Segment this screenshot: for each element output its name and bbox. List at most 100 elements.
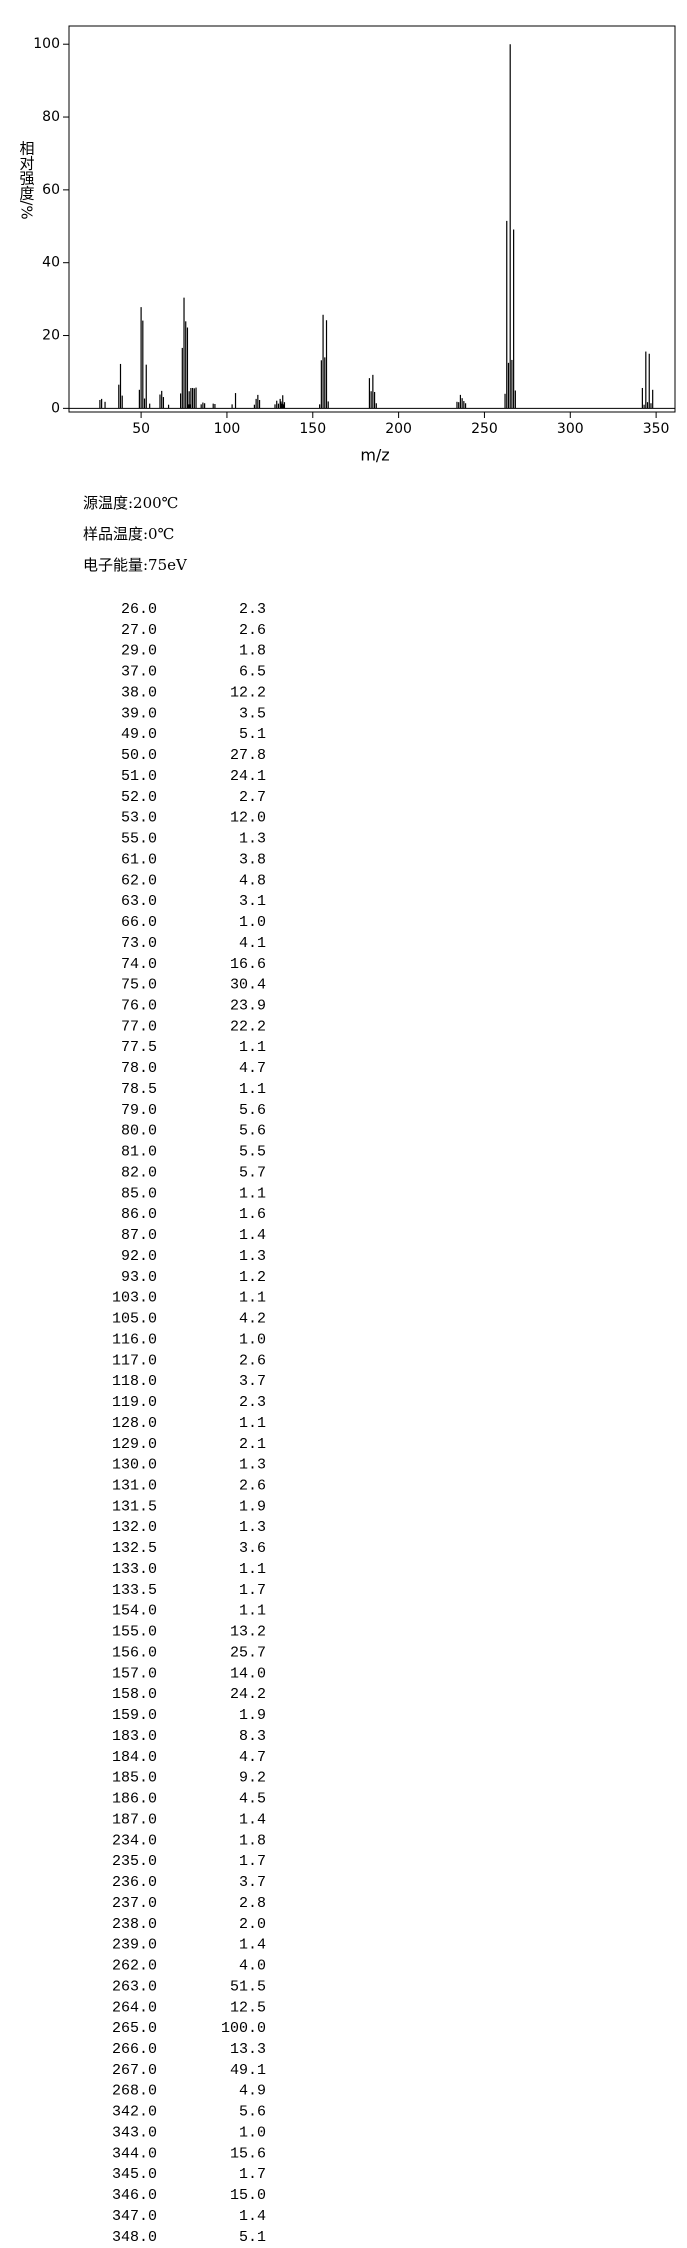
intensity-cell: 1.0	[239, 914, 266, 931]
mz-cell: 235.0	[112, 1853, 157, 1870]
intensity-cell: 6.5	[239, 664, 266, 681]
intensity-cell: 5.6	[239, 1123, 266, 1140]
intensity-cell: 1.3	[239, 1248, 266, 1265]
mz-cell: 39.0	[121, 705, 157, 722]
intensity-cell: 51.5	[230, 1978, 266, 1995]
intensity-cell: 4.7	[239, 1060, 266, 1077]
mz-cell: 50.0	[121, 747, 157, 764]
intensity-cell: 1.4	[239, 1937, 266, 1954]
intensity-cell: 15.0	[230, 2187, 266, 2204]
mz-cell: 73.0	[121, 935, 157, 952]
mz-cell: 265.0	[112, 2020, 157, 2037]
y-tick-label: 0	[51, 400, 60, 416]
intensity-cell: 2.6	[239, 622, 266, 639]
intensity-cell: 4.5	[239, 1791, 266, 1808]
intensity-cell: 5.1	[239, 726, 266, 743]
intensity-cell: 2.0	[239, 1916, 266, 1933]
intensity-cell: 4.9	[239, 2083, 266, 2100]
y-axis-label: 相对强度/%	[18, 140, 36, 219]
intensity-cell: 1.1	[239, 1415, 266, 1432]
mz-cell: 77.5	[121, 1039, 157, 1056]
intensity-cell: 4.0	[239, 1958, 266, 1975]
mz-cell: 343.0	[112, 2124, 157, 2141]
intensity-cell: 27.8	[230, 747, 266, 764]
intensity-cell: 4.8	[239, 872, 266, 889]
x-tick-label: 200	[385, 421, 412, 437]
mz-cell: 63.0	[121, 893, 157, 910]
mz-cell: 93.0	[121, 1269, 157, 1286]
mz-cell: 51.0	[121, 768, 157, 785]
y-tick-label: 20	[42, 328, 60, 344]
mz-cell: 155.0	[112, 1624, 157, 1641]
intensity-cell: 16.6	[230, 956, 266, 973]
mz-cell: 86.0	[121, 1206, 157, 1223]
intensity-cell: 25.7	[230, 1644, 266, 1661]
intensity-cell: 1.7	[239, 1853, 266, 1870]
mz-cell: 81.0	[121, 1144, 157, 1161]
intensity-cell: 1.1	[239, 1603, 266, 1620]
x-tick-label: 50	[132, 421, 150, 437]
mz-cell: 267.0	[112, 2062, 157, 2079]
mz-cell: 103.0	[112, 1290, 157, 1307]
mz-cell: 156.0	[112, 1644, 157, 1661]
intensity-cell: 22.2	[230, 1018, 266, 1035]
mz-cell: 80.0	[121, 1123, 157, 1140]
intensity-cell: 5.1	[239, 2229, 266, 2246]
mz-cell: 154.0	[112, 1603, 157, 1620]
intensity-cell: 23.9	[230, 997, 266, 1014]
intensity-cell: 2.3	[239, 1394, 266, 1411]
intensity-cell: 4.7	[239, 1749, 266, 1766]
mz-cell: 262.0	[112, 1958, 157, 1975]
mz-cell: 345.0	[112, 2166, 157, 2183]
intensity-cell: 3.1	[239, 893, 266, 910]
intensity-cell: 1.1	[239, 1185, 266, 1202]
intensity-cell: 1.8	[239, 643, 266, 660]
intensity-cell: 5.6	[239, 1102, 266, 1119]
intensity-cell: 4.1	[239, 935, 266, 952]
mz-cell: 237.0	[112, 1895, 157, 1912]
mz-cell: 55.0	[121, 831, 157, 848]
mz-cell: 87.0	[121, 1227, 157, 1244]
intensity-cell: 12.2	[230, 684, 266, 701]
intensity-cell: 1.1	[239, 1561, 266, 1578]
intensity-cell: 1.4	[239, 2208, 266, 2225]
mz-cell: 239.0	[112, 1937, 157, 1954]
mz-cell: 74.0	[121, 956, 157, 973]
intensity-cell: 1.3	[239, 1519, 266, 1536]
intensity-cell: 24.1	[230, 768, 266, 785]
mz-cell: 116.0	[112, 1331, 157, 1348]
mz-cell: 78.0	[121, 1060, 157, 1077]
condition: 源温度:200℃	[83, 494, 178, 512]
mz-cell: 264.0	[112, 1999, 157, 2016]
x-tick-label: 250	[471, 421, 498, 437]
intensity-cell: 5.6	[239, 2104, 266, 2121]
mz-cell: 132.5	[112, 1540, 157, 1557]
intensity-cell: 1.2	[239, 1269, 266, 1286]
intensity-cell: 3.5	[239, 705, 266, 722]
mz-cell: 129.0	[112, 1436, 157, 1453]
intensity-cell: 8.3	[239, 1728, 266, 1745]
intensity-cell: 3.7	[239, 1874, 266, 1891]
intensity-cell: 2.3	[239, 601, 266, 618]
intensity-cell: 1.3	[239, 831, 266, 848]
mz-cell: 119.0	[112, 1394, 157, 1411]
intensity-cell: 24.2	[230, 1686, 266, 1703]
mz-cell: 76.0	[121, 997, 157, 1014]
mz-cell: 131.5	[112, 1498, 157, 1515]
y-tick-label: 60	[42, 182, 60, 198]
mz-cell: 79.0	[121, 1102, 157, 1119]
intensity-cell: 1.1	[239, 1039, 266, 1056]
mz-cell: 348.0	[112, 2229, 157, 2246]
mz-cell: 342.0	[112, 2104, 157, 2121]
mz-cell: 85.0	[121, 1185, 157, 1202]
mz-cell: 130.0	[112, 1457, 157, 1474]
intensity-cell: 1.4	[239, 1227, 266, 1244]
mz-cell: 234.0	[112, 1832, 157, 1849]
mz-cell: 268.0	[112, 2083, 157, 2100]
intensity-cell: 2.7	[239, 789, 266, 806]
mz-cell: 133.5	[112, 1582, 157, 1599]
intensity-cell: 49.1	[230, 2062, 266, 2079]
mz-cell: 128.0	[112, 1415, 157, 1432]
mz-cell: 77.0	[121, 1018, 157, 1035]
